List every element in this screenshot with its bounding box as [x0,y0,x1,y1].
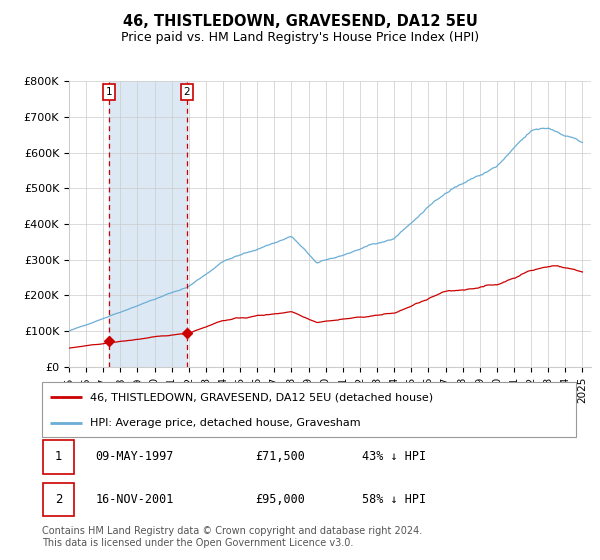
Text: Contains HM Land Registry data © Crown copyright and database right 2024.
This d: Contains HM Land Registry data © Crown c… [42,526,422,548]
Text: 43% ↓ HPI: 43% ↓ HPI [362,450,427,464]
Text: £95,000: £95,000 [256,493,305,506]
Text: £71,500: £71,500 [256,450,305,464]
Text: HPI: Average price, detached house, Gravesham: HPI: Average price, detached house, Grav… [90,418,361,428]
Text: 2: 2 [55,493,62,506]
FancyBboxPatch shape [42,382,576,437]
Text: 1: 1 [106,87,113,97]
Text: 58% ↓ HPI: 58% ↓ HPI [362,493,427,506]
Text: 46, THISTLEDOWN, GRAVESEND, DA12 5EU: 46, THISTLEDOWN, GRAVESEND, DA12 5EU [122,14,478,29]
Text: 16-NOV-2001: 16-NOV-2001 [95,493,174,506]
Text: Price paid vs. HM Land Registry's House Price Index (HPI): Price paid vs. HM Land Registry's House … [121,31,479,44]
FancyBboxPatch shape [43,483,74,516]
Text: 46, THISTLEDOWN, GRAVESEND, DA12 5EU (detached house): 46, THISTLEDOWN, GRAVESEND, DA12 5EU (de… [90,393,433,402]
Text: 2: 2 [184,87,190,97]
FancyBboxPatch shape [43,440,74,474]
Text: 09-MAY-1997: 09-MAY-1997 [95,450,174,464]
Text: 1: 1 [55,450,62,464]
Bar [109,81,187,367]
